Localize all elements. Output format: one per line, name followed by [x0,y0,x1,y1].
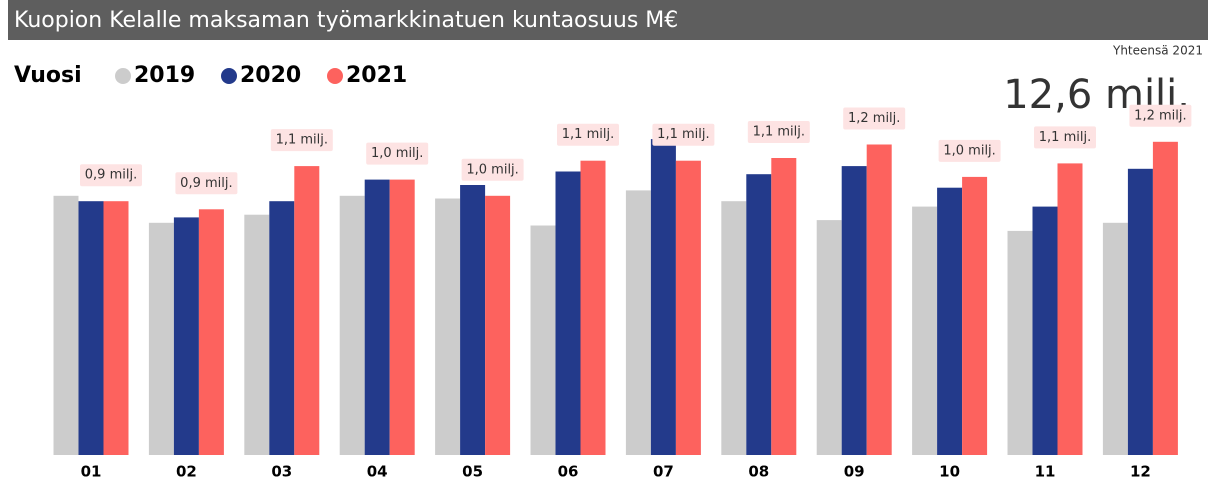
legend-label: 2020 [240,63,301,88]
x-tick-label: 03 [271,463,292,481]
data-label-bg [557,123,619,146]
data-label: 0,9 milj. [180,176,232,191]
x-tick-label: 08 [748,463,769,481]
bar [485,195,511,456]
bar [721,201,747,455]
bar [148,222,174,455]
bar [198,209,224,455]
data-label: 1,2 milj. [1134,108,1186,123]
data-label-bg [1129,104,1192,127]
bar [364,179,390,455]
data-label: 1,2 milj. [848,111,900,126]
data-label: 1,1 milj. [562,127,614,142]
legend-dot [221,68,237,84]
bar [771,158,797,455]
bar [625,190,651,455]
bar [103,201,129,455]
bar [962,176,988,455]
data-label-bg [366,142,429,165]
data-label-bg [270,129,333,152]
bar [339,195,365,456]
data-label-bg [80,164,142,187]
x-tick-label: 12 [1130,463,1151,481]
legend-label: 2019 [134,63,195,88]
data-label: 1,0 milj. [466,162,518,177]
legend-dot [115,68,131,84]
bar [912,206,938,455]
data-label: 1,1 milj. [657,127,709,142]
data-label-bg [747,121,810,143]
bar [746,174,772,455]
bar [555,171,581,455]
bar [650,139,676,455]
bar [269,201,295,455]
bar [173,217,199,455]
bar [294,166,320,455]
bar [1152,141,1178,456]
bar [244,214,270,455]
bar [389,179,415,455]
x-tick-label: 09 [844,463,865,481]
data-label-bg [461,158,524,181]
bar [530,225,556,455]
bar [1102,222,1128,455]
data-label-bg [1034,126,1096,149]
x-tick-label: 05 [462,463,483,481]
data-label-bg [843,107,906,130]
bar [1032,206,1058,455]
bar [1007,230,1033,455]
bar [580,160,606,455]
bar [675,160,701,455]
x-tick-label: 06 [558,463,579,481]
legend-dot [327,68,343,84]
x-tick-label: 11 [1035,463,1056,481]
bar [53,195,79,456]
x-tick-label: 04 [367,463,388,481]
kpi-label: Yhteensä 2021 [1112,44,1203,58]
data-label: 1,1 milj. [276,133,328,148]
data-label: 1,0 milj. [371,146,423,161]
data-label-bg [175,172,238,195]
bar [841,166,867,455]
x-tick-label: 10 [939,463,960,481]
x-tick-label: 01 [81,463,102,481]
title-bar [8,0,1208,40]
bar [435,198,461,455]
data-label: 1,1 milj. [1039,130,1091,145]
bar [1057,163,1083,455]
bar [866,144,892,455]
x-tick-label: 02 [176,463,197,481]
bar [1127,168,1153,456]
data-label-bg [938,139,1001,162]
bar [460,185,486,455]
data-label: 0,9 milj. [85,168,137,183]
chart-title: Kuopion Kelalle maksaman työmarkkinatuen… [14,8,678,33]
data-label: 1,1 milj. [753,125,805,140]
bar [78,201,104,455]
legend-label: 2021 [346,63,407,88]
bar [816,220,842,455]
legend-title: Vuosi [14,63,82,88]
data-label: 1,0 milj. [943,143,995,158]
bar [937,187,963,455]
x-tick-label: 07 [653,463,674,481]
data-label-bg [652,123,715,146]
